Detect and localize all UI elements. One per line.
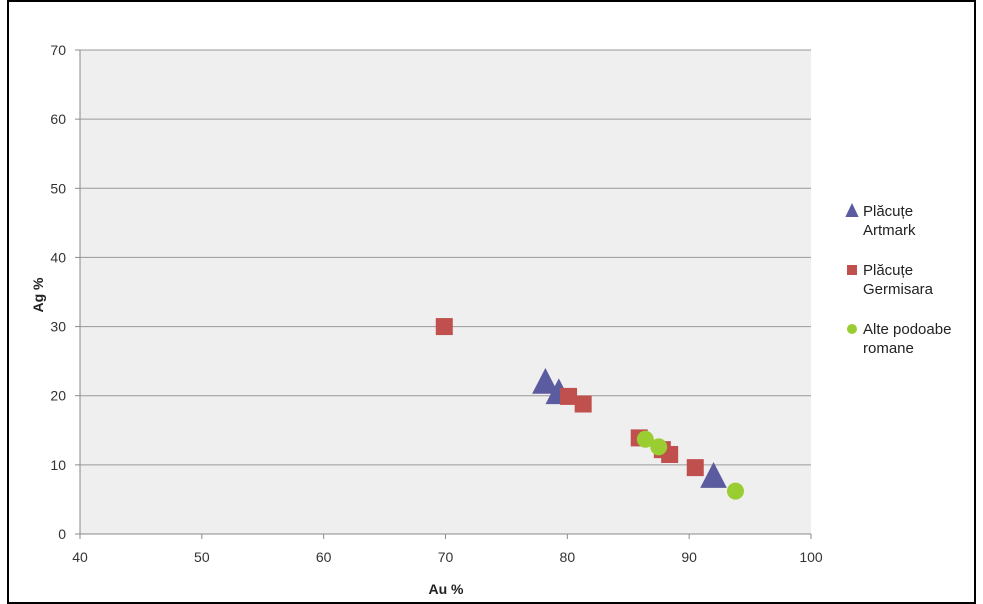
square-point <box>435 318 453 336</box>
legend-label: Plăcuțe <box>863 203 913 220</box>
x-tick-label: 100 <box>799 549 823 565</box>
y-tick-label: 0 <box>58 526 66 542</box>
circle-point <box>726 482 744 500</box>
y-tick-label: 20 <box>50 388 66 404</box>
y-tick-label: 60 <box>50 111 66 127</box>
legend-label: Germisara <box>863 281 934 298</box>
plot-area <box>80 50 811 534</box>
x-tick-label: 70 <box>438 549 454 565</box>
legend-label: Artmark <box>863 222 916 239</box>
circle-point <box>636 430 654 448</box>
square-point <box>574 395 592 413</box>
legend-label: Plăcuțe <box>863 262 913 279</box>
data-points <box>435 318 744 500</box>
x-tick-label: 90 <box>681 549 697 565</box>
legend-circle-icon <box>847 324 857 334</box>
x-tick-label: 80 <box>560 549 576 565</box>
legend-label: Alte podoabe <box>863 321 951 338</box>
circle-point <box>650 438 668 456</box>
x-axis-title: Au % <box>429 581 465 597</box>
legend-square-icon <box>847 265 857 275</box>
triangle-point <box>700 462 727 488</box>
y-tick-label: 10 <box>50 457 66 473</box>
x-tick-label: 50 <box>194 549 210 565</box>
square-point <box>560 387 578 405</box>
y-axis-title: Ag % <box>30 277 46 313</box>
scatter-chart: 40 50 60 70 80 90 100 0 10 20 30 40 50 60 70 Au % Ag … <box>30 42 951 597</box>
y-tick-label: 30 <box>50 319 66 335</box>
legend-triangle-icon <box>845 203 859 217</box>
y-tick-labels: 0 10 20 30 40 50 60 70 <box>50 42 66 542</box>
x-tick-label: 40 <box>72 549 88 565</box>
y-tick-label: 40 <box>50 249 66 265</box>
triangle-point <box>532 367 559 394</box>
axes <box>79 50 812 539</box>
chart-frame: 40 50 60 70 80 90 100 0 10 20 30 40 50 60 70 Au % Ag … <box>7 0 976 604</box>
y-tick-label: 50 <box>50 180 66 196</box>
legend: Plăcuțe Artmark Plăcuțe Germisara Alte podoa… <box>845 203 951 357</box>
legend-label: romane <box>863 340 914 357</box>
x-tick-label: 60 <box>316 549 332 565</box>
x-tick-labels: 40 50 60 70 80 90 100 <box>72 549 823 565</box>
square-point <box>686 459 704 477</box>
y-tick-label: 70 <box>50 42 66 58</box>
